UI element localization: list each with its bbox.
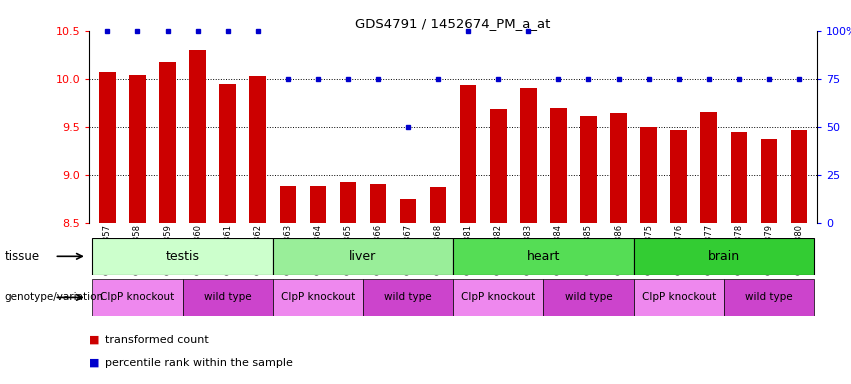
Bar <box>460 86 477 223</box>
Bar <box>93 238 273 275</box>
Bar <box>400 199 416 223</box>
Bar <box>543 279 633 316</box>
Bar <box>730 132 747 223</box>
Text: percentile rank within the sample: percentile rank within the sample <box>105 358 293 368</box>
Bar <box>640 127 657 223</box>
Text: testis: testis <box>166 250 200 263</box>
Bar <box>340 182 357 223</box>
Text: ■: ■ <box>89 358 100 368</box>
Bar <box>453 279 543 316</box>
Bar <box>520 88 537 223</box>
Bar <box>580 116 597 223</box>
Bar <box>369 184 386 223</box>
Bar <box>279 186 296 223</box>
Bar <box>363 279 453 316</box>
Bar <box>430 187 447 223</box>
Bar <box>610 113 627 223</box>
Text: heart: heart <box>527 250 560 263</box>
Text: wild type: wild type <box>204 292 252 303</box>
Text: transformed count: transformed count <box>105 335 208 345</box>
Bar <box>99 72 116 223</box>
Text: wild type: wild type <box>565 292 612 303</box>
Bar <box>159 63 176 223</box>
Bar <box>633 238 814 275</box>
Bar <box>273 279 363 316</box>
Bar <box>671 129 687 223</box>
Bar <box>633 279 723 316</box>
Text: wild type: wild type <box>385 292 431 303</box>
Text: ClpP knockout: ClpP knockout <box>642 292 716 303</box>
Text: ■: ■ <box>89 335 100 345</box>
Bar <box>273 238 453 275</box>
Text: ClpP knockout: ClpP knockout <box>281 292 355 303</box>
Bar <box>189 50 206 223</box>
Text: genotype/variation: genotype/variation <box>4 292 103 303</box>
Bar <box>220 84 236 223</box>
Text: tissue: tissue <box>4 250 39 263</box>
Bar <box>183 279 273 316</box>
Bar <box>761 139 777 223</box>
Title: GDS4791 / 1452674_PM_a_at: GDS4791 / 1452674_PM_a_at <box>356 17 551 30</box>
Bar <box>490 109 506 223</box>
Text: ClpP knockout: ClpP knockout <box>461 292 535 303</box>
Text: ClpP knockout: ClpP knockout <box>100 292 174 303</box>
Bar <box>791 129 808 223</box>
Bar <box>310 186 326 223</box>
Text: brain: brain <box>708 250 740 263</box>
Bar <box>93 279 183 316</box>
Bar <box>550 109 567 223</box>
Text: liver: liver <box>349 250 377 263</box>
Text: wild type: wild type <box>745 292 792 303</box>
Bar <box>129 75 146 223</box>
Bar <box>700 112 717 223</box>
Bar <box>453 238 633 275</box>
Bar <box>723 279 814 316</box>
Bar <box>249 76 266 223</box>
